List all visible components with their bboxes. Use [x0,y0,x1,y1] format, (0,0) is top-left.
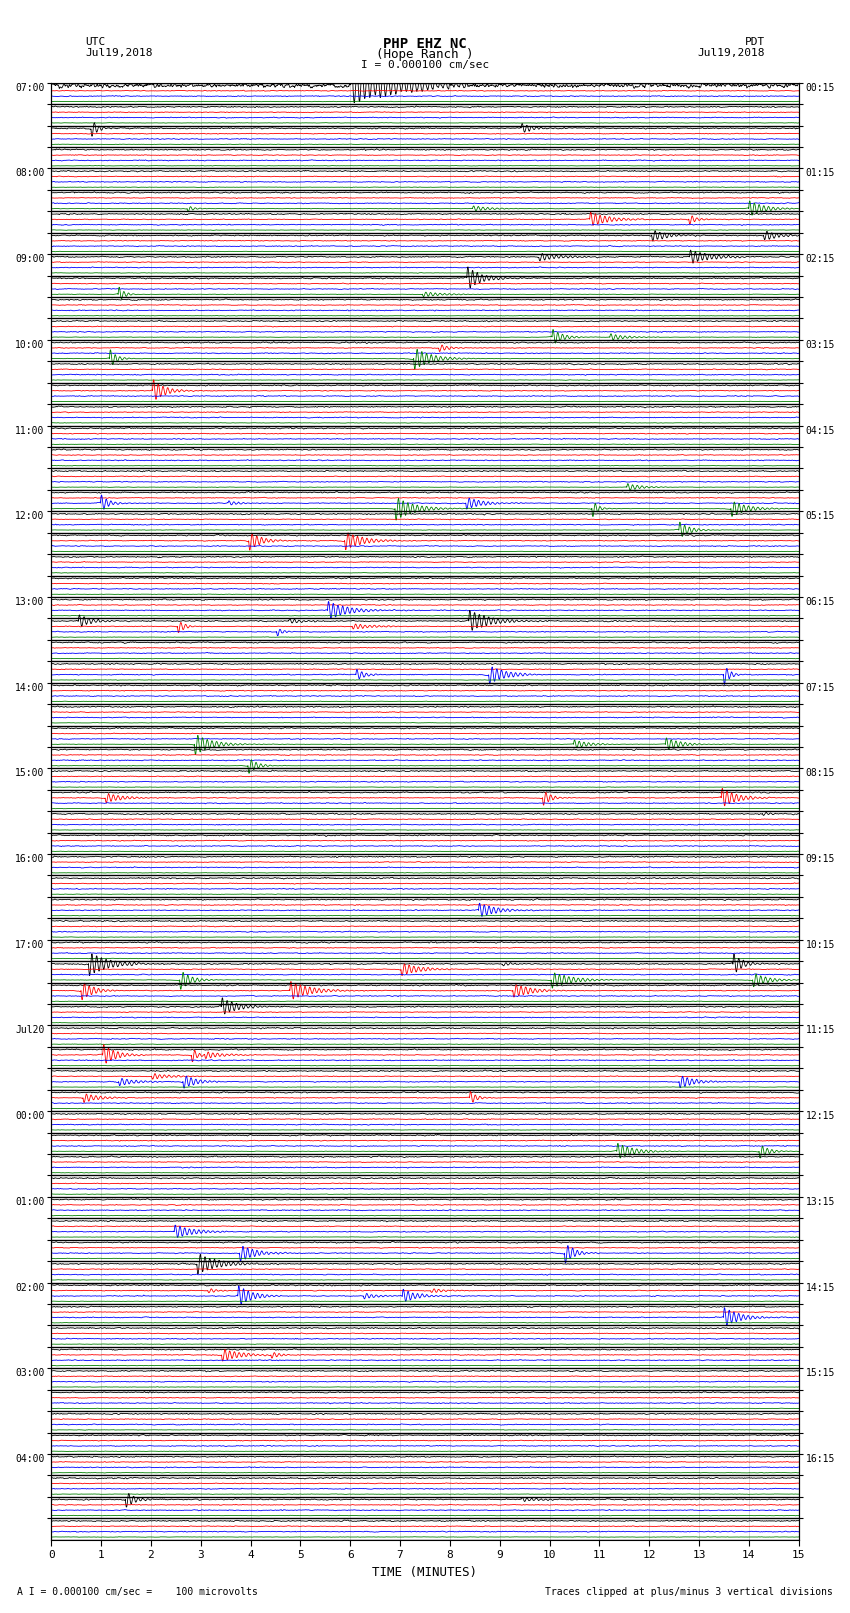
Text: A I = 0.000100 cm/sec =    100 microvolts: A I = 0.000100 cm/sec = 100 microvolts [17,1587,258,1597]
Text: (Hope Ranch ): (Hope Ranch ) [377,48,473,61]
Text: UTC: UTC [85,37,105,47]
Text: Jul19,2018: Jul19,2018 [85,48,152,58]
Text: I = 0.000100 cm/sec: I = 0.000100 cm/sec [361,60,489,69]
X-axis label: TIME (MINUTES): TIME (MINUTES) [372,1566,478,1579]
Text: Traces clipped at plus/minus 3 vertical divisions: Traces clipped at plus/minus 3 vertical … [545,1587,833,1597]
Text: PDT: PDT [745,37,765,47]
Text: PHP EHZ NC: PHP EHZ NC [383,37,467,52]
Text: Jul19,2018: Jul19,2018 [698,48,765,58]
